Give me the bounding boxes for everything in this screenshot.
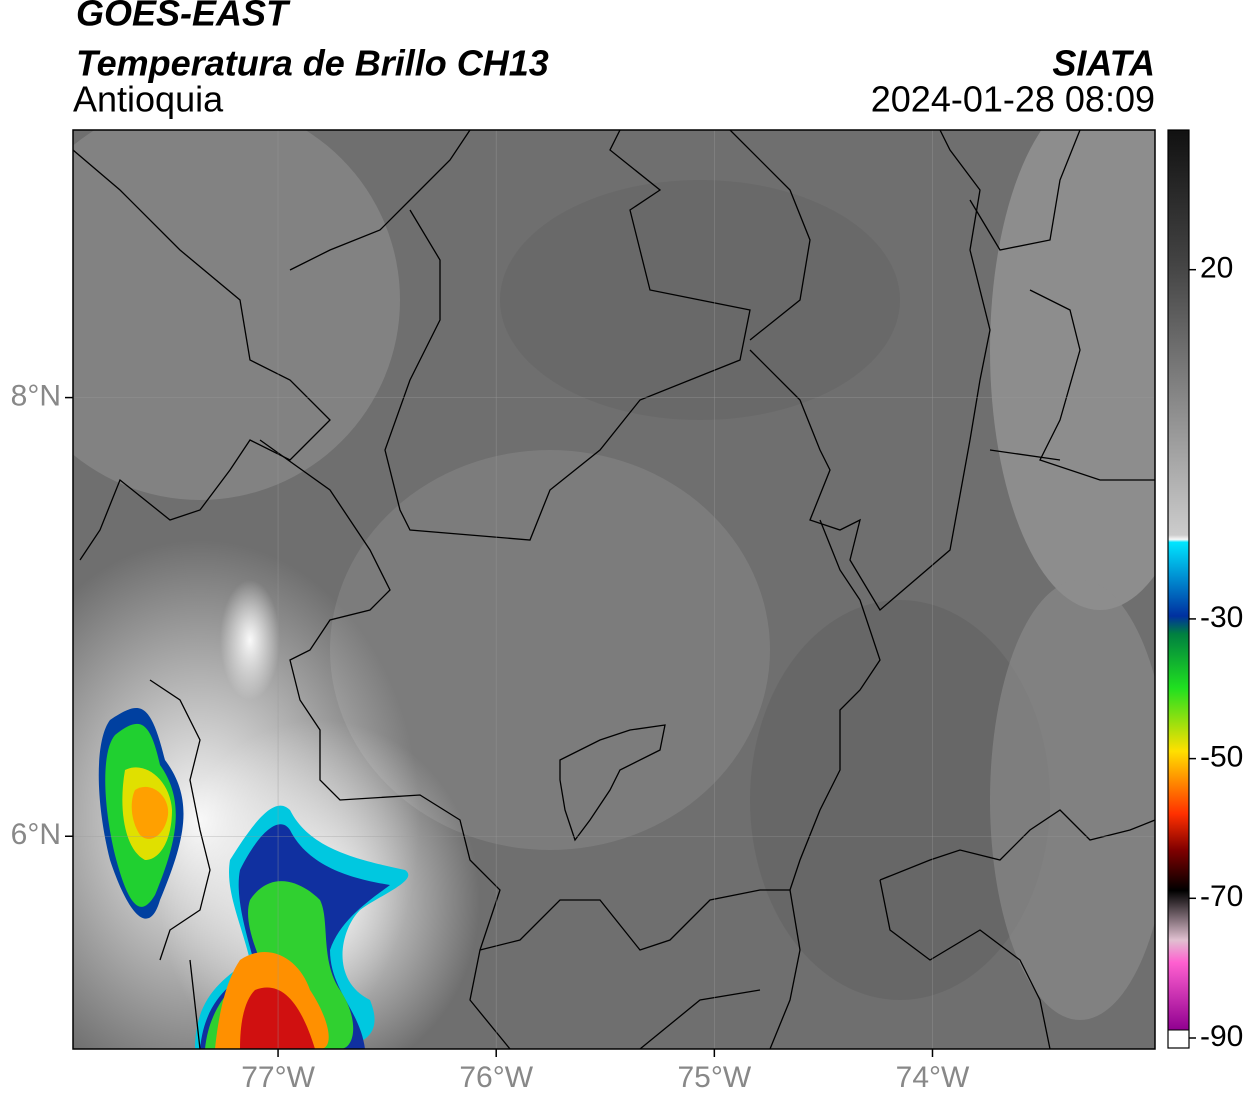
colorbar-tick-label: -30: [1200, 601, 1243, 634]
x-tick-label: 77°W: [241, 1061, 315, 1094]
map-image: [73, 130, 1155, 1049]
title: GOES-EAST: [76, 0, 291, 34]
colorbar-extension: [1167, 1029, 1190, 1049]
colorbar-tick-label: -90: [1200, 1020, 1243, 1053]
colorbar-frame: [1167, 129, 1190, 1049]
colorbar-tick-label: 20: [1200, 252, 1233, 285]
colorbar: [1168, 130, 1189, 1030]
map-frame: [72, 129, 1156, 1050]
source: SIATA: [1052, 43, 1155, 84]
colorbar-tick-label: -50: [1200, 741, 1243, 774]
product: Temperatura de Brillo CH13: [76, 43, 549, 84]
x-tick-label: 75°W: [678, 1061, 752, 1094]
x-tick-label: 76°W: [459, 1061, 533, 1094]
x-tick-label: 74°W: [896, 1061, 970, 1094]
datetime: 2024-01-28 08:09: [871, 79, 1155, 120]
colorbar-tick-label: -70: [1200, 880, 1243, 913]
y-tick-label: 6°N: [11, 818, 61, 851]
region: Antioquia: [73, 79, 224, 120]
y-tick-label: 8°N: [11, 380, 61, 413]
